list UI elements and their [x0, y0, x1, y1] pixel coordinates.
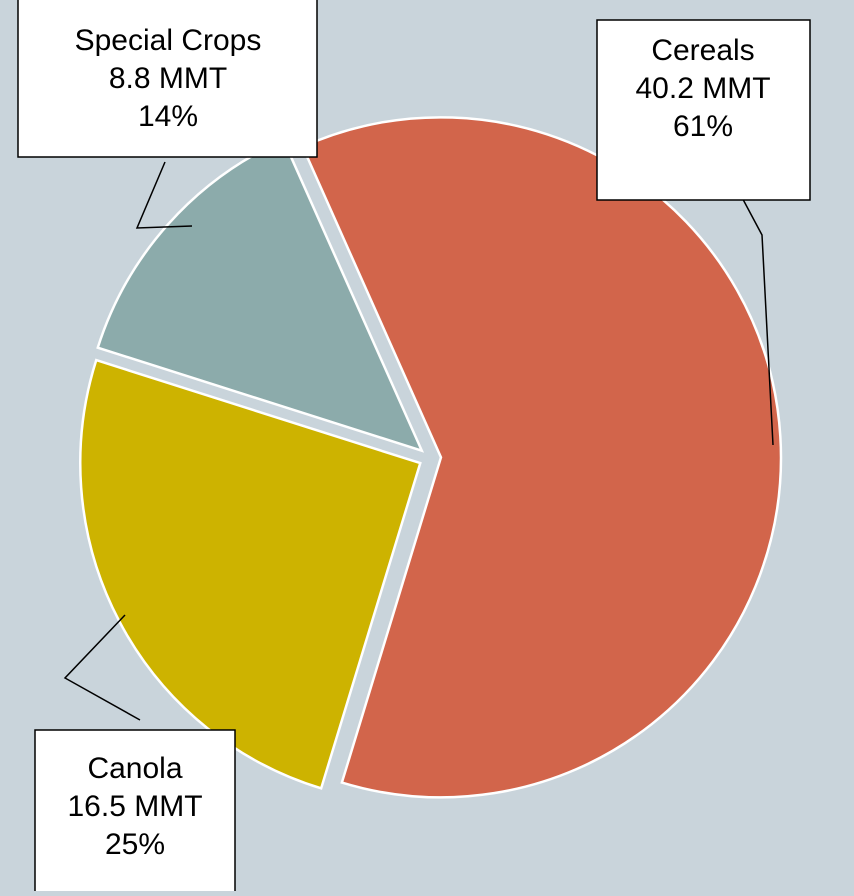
value-label: 40.2 MMT: [635, 72, 770, 105]
leader-line: [135, 161, 193, 229]
percent-label: 14%: [138, 100, 198, 133]
label-box: [34, 729, 236, 896]
label-box: [596, 19, 811, 201]
label-box: [17, 0, 318, 158]
value-label: 16.5 MMT: [67, 790, 202, 823]
percent-label: 61%: [673, 110, 733, 143]
slices: [79, 116, 783, 799]
leader-line: [63, 614, 141, 721]
labels: Cereals 40.2 MMT 61% Canola 16.5 MMT 25% Speci…: [17, 0, 811, 896]
percent-label: 25%: [105, 828, 165, 861]
category-label: Canola: [87, 752, 182, 785]
category-label: Cereals: [651, 34, 754, 67]
value-label: 8.8 MMT: [109, 62, 227, 95]
category-label: Special Crops: [75, 24, 262, 57]
pie-slice: [301, 116, 783, 799]
